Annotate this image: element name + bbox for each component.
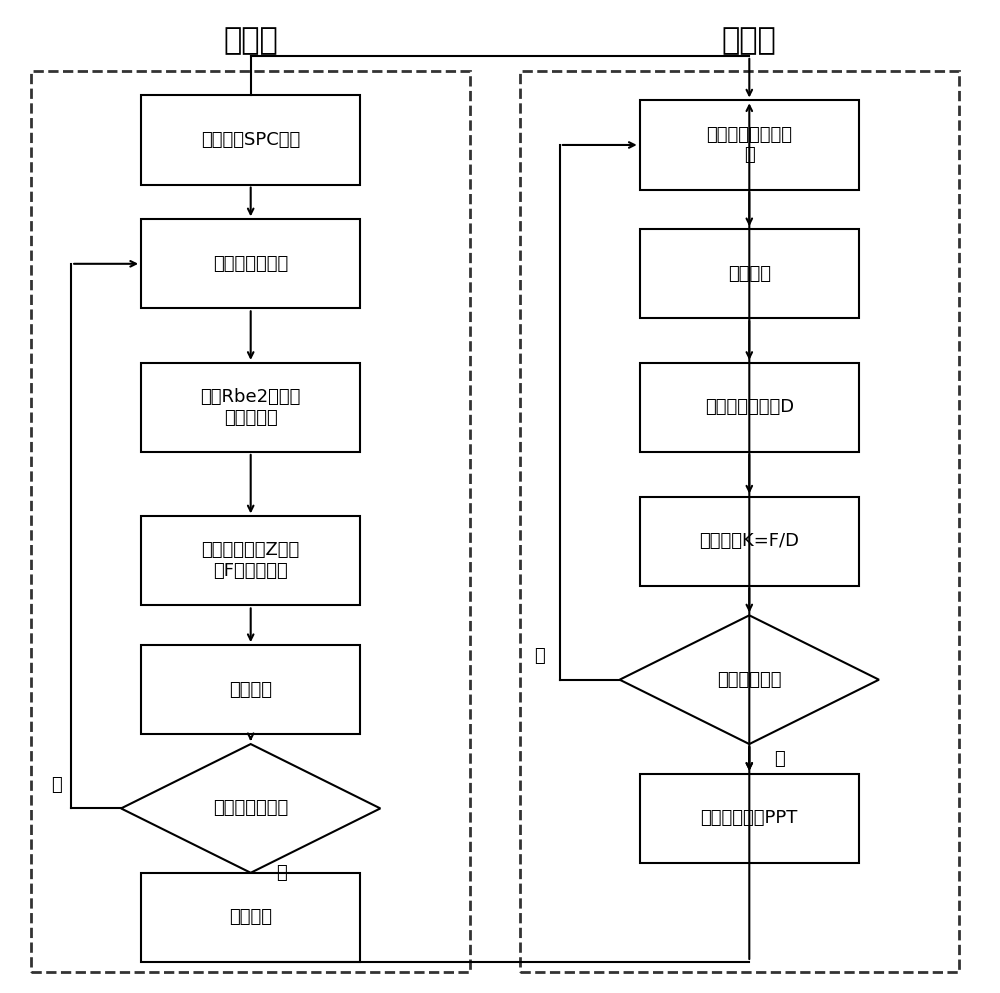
Text: 建立Rbe2单元和
局部坐标系: 建立Rbe2单元和 局部坐标系 (201, 388, 301, 427)
FancyBboxPatch shape (141, 516, 360, 606)
FancyBboxPatch shape (141, 219, 360, 309)
Text: 计算刚度K=F/D: 计算刚度K=F/D (699, 532, 799, 550)
Text: 建立单点SPC约束: 建立单点SPC约束 (201, 131, 300, 149)
Text: 否: 否 (51, 776, 62, 793)
Text: 否: 否 (534, 646, 545, 665)
FancyBboxPatch shape (141, 362, 360, 452)
FancyBboxPatch shape (141, 873, 360, 962)
Text: 建立载荷集，Z向加
载F，建立工况: 建立载荷集，Z向加 载F，建立工况 (202, 541, 300, 580)
FancyBboxPatch shape (640, 100, 859, 190)
Text: 是: 是 (276, 864, 286, 882)
Text: 所有点设置完成: 所有点设置完成 (213, 799, 288, 817)
Text: 刚度结果插入PPT: 刚度结果插入PPT (701, 809, 798, 827)
FancyBboxPatch shape (640, 774, 859, 863)
FancyBboxPatch shape (640, 362, 859, 452)
Text: 读取所有结果: 读取所有结果 (717, 670, 782, 689)
Text: 是: 是 (774, 750, 785, 768)
Text: 提取安装点位移D: 提取安装点位移D (705, 398, 794, 416)
FancyBboxPatch shape (141, 95, 360, 185)
Polygon shape (121, 744, 380, 873)
Text: 后处理: 后处理 (722, 27, 777, 56)
FancyBboxPatch shape (141, 645, 360, 734)
Bar (31, 71, 470, 972)
FancyBboxPatch shape (640, 496, 859, 586)
Text: 设置输出: 设置输出 (229, 680, 272, 699)
Text: 求解计算: 求解计算 (229, 909, 272, 926)
FancyBboxPatch shape (640, 229, 859, 319)
Bar (520, 71, 959, 972)
Polygon shape (620, 616, 879, 744)
Text: 载入模型和结果文
件: 载入模型和结果文 件 (706, 125, 792, 165)
Text: 设置工况: 设置工况 (728, 265, 771, 283)
Text: 前处理: 前处理 (223, 27, 278, 56)
Text: 选取一个安装点: 选取一个安装点 (213, 255, 288, 273)
